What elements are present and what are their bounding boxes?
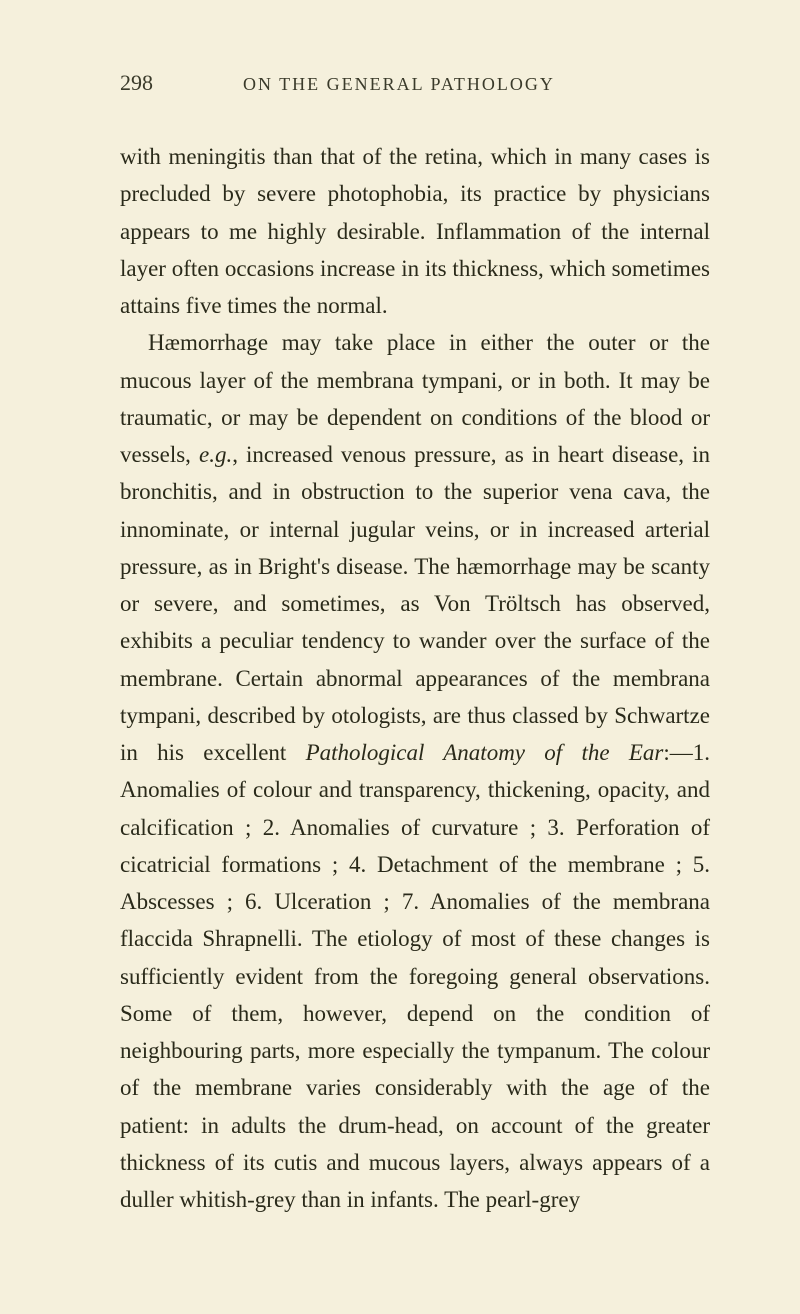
page-title: ON THE GENERAL PATHOLOGY	[243, 74, 555, 95]
page-number: 298	[120, 70, 153, 96]
paragraph-1: with meningitis than that of the retina,…	[120, 138, 710, 324]
p2-text-2: , increased venous pressure, as in heart…	[120, 442, 710, 765]
p2-italic-2: Pathological Anatomy of the Ear	[306, 740, 664, 765]
page-header: 298 ON THE GENERAL PATHOLOGY	[120, 70, 710, 96]
paragraph-2: Hæmorrhage may take place in either the …	[120, 324, 710, 1218]
p2-text-3: :—1. Anomalies of colour and transparenc…	[120, 740, 710, 1212]
p2-italic-1: e.g.	[199, 442, 232, 467]
body-text: with meningitis than that of the retina,…	[120, 138, 710, 1218]
